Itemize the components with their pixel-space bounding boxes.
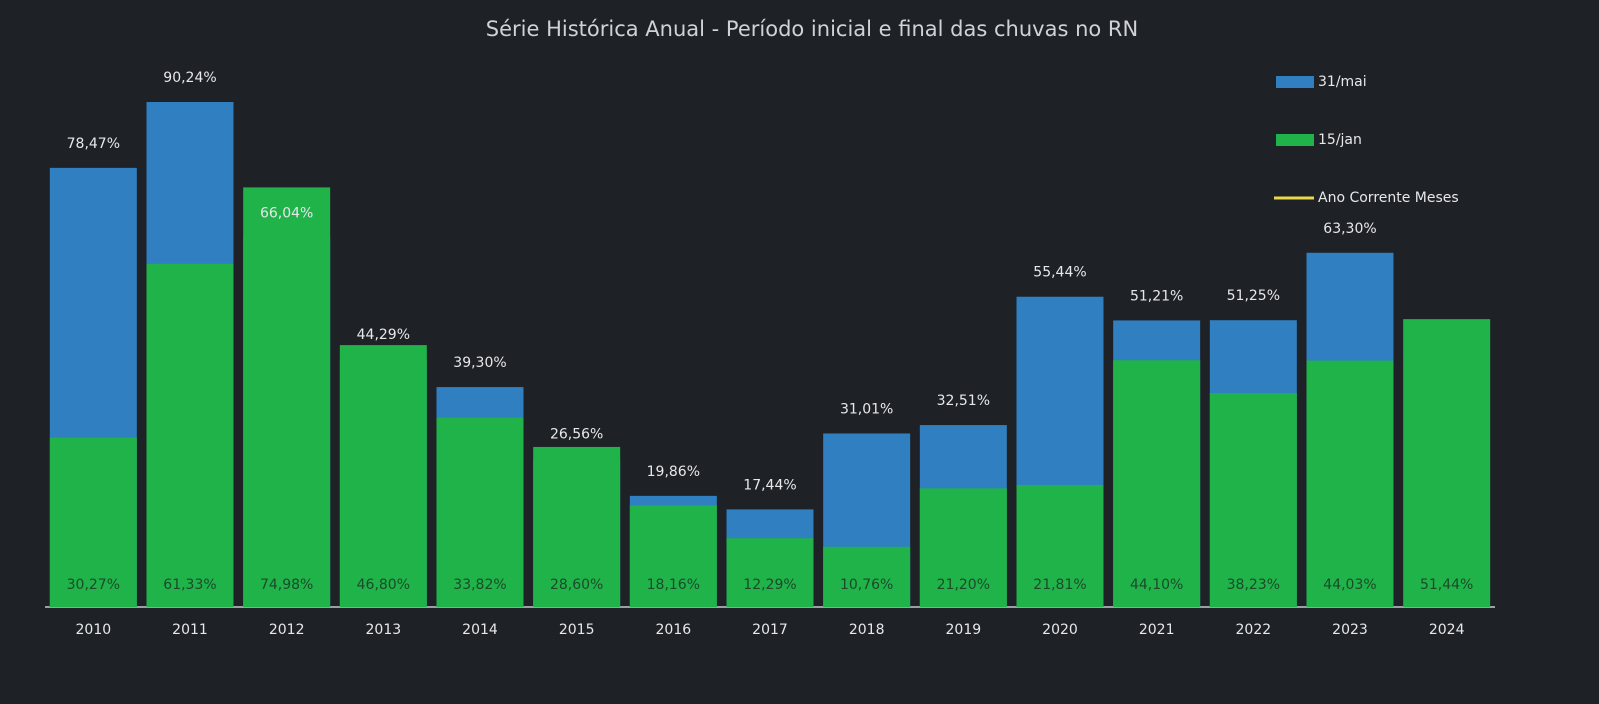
data-label: 44,10% bbox=[1130, 577, 1183, 593]
data-label: 12,29% bbox=[743, 577, 796, 593]
data-label: 51,25% bbox=[1227, 288, 1280, 304]
bar bbox=[339, 345, 427, 607]
x-tick-label: 2012 bbox=[269, 622, 305, 638]
legend-swatch bbox=[1276, 134, 1314, 146]
bar bbox=[1306, 360, 1394, 607]
x-tick-label: 2024 bbox=[1429, 622, 1465, 638]
x-tick-label: 2018 bbox=[849, 622, 885, 638]
bar bbox=[1113, 360, 1201, 607]
bar bbox=[436, 417, 524, 607]
data-label: 30,27% bbox=[67, 577, 120, 593]
bar bbox=[726, 538, 814, 607]
x-tick-label: 2011 bbox=[172, 622, 208, 638]
bar bbox=[533, 446, 621, 607]
data-label: 51,21% bbox=[1130, 288, 1183, 304]
bar bbox=[146, 263, 234, 607]
data-label: 21,81% bbox=[1033, 577, 1086, 593]
data-label: 74,98% bbox=[260, 577, 313, 593]
bar bbox=[1209, 393, 1297, 607]
data-label: 21,20% bbox=[937, 577, 990, 593]
data-label: 32,51% bbox=[937, 393, 990, 409]
bar bbox=[629, 505, 717, 607]
data-label: 31,01% bbox=[840, 401, 893, 417]
data-label: 55,44% bbox=[1033, 265, 1086, 281]
data-label: 17,44% bbox=[743, 477, 796, 493]
bar bbox=[243, 187, 331, 607]
data-label: 46,80% bbox=[357, 577, 410, 593]
data-label: 66,04% bbox=[260, 205, 313, 221]
x-tick-label: 2020 bbox=[1042, 622, 1078, 638]
x-tick-label: 2017 bbox=[752, 622, 788, 638]
bar bbox=[919, 488, 1007, 607]
x-tick-label: 2023 bbox=[1332, 622, 1368, 638]
data-label: 18,16% bbox=[647, 577, 700, 593]
legend-swatch bbox=[1276, 76, 1314, 88]
x-tick-label: 2016 bbox=[656, 622, 692, 638]
chart-title: Série Histórica Anual - Período inicial … bbox=[486, 17, 1138, 41]
data-label: 28,60% bbox=[550, 577, 603, 593]
legend-label: 31/mai bbox=[1318, 74, 1367, 90]
bar bbox=[1403, 319, 1491, 607]
data-label: 61,33% bbox=[163, 577, 216, 593]
x-tick-label: 2014 bbox=[462, 622, 498, 638]
legend-label: Ano Corrente Meses bbox=[1318, 190, 1459, 206]
data-label: 10,76% bbox=[840, 577, 893, 593]
data-label: 33,82% bbox=[453, 577, 506, 593]
x-tick-label: 2022 bbox=[1236, 622, 1272, 638]
bar bbox=[49, 437, 137, 607]
bar bbox=[823, 546, 911, 607]
data-label: 39,30% bbox=[453, 355, 506, 371]
data-label: 63,30% bbox=[1323, 221, 1376, 237]
data-label: 44,03% bbox=[1323, 577, 1376, 593]
legend-label: 15/jan bbox=[1318, 132, 1362, 148]
data-label: 19,86% bbox=[647, 464, 700, 480]
data-label: 44,29% bbox=[357, 327, 410, 343]
x-tick-label: 2010 bbox=[76, 622, 112, 638]
x-tick-label: 2015 bbox=[559, 622, 595, 638]
x-tick-label: 2019 bbox=[946, 622, 982, 638]
x-tick-label: 2021 bbox=[1139, 622, 1175, 638]
x-tick-label: 2013 bbox=[366, 622, 402, 638]
bar bbox=[1016, 484, 1104, 607]
data-label: 90,24% bbox=[163, 70, 216, 86]
data-label: 38,23% bbox=[1227, 577, 1280, 593]
data-label: 78,47% bbox=[67, 136, 120, 152]
data-label: 26,56% bbox=[550, 426, 603, 442]
data-label: 51,44% bbox=[1420, 577, 1473, 593]
